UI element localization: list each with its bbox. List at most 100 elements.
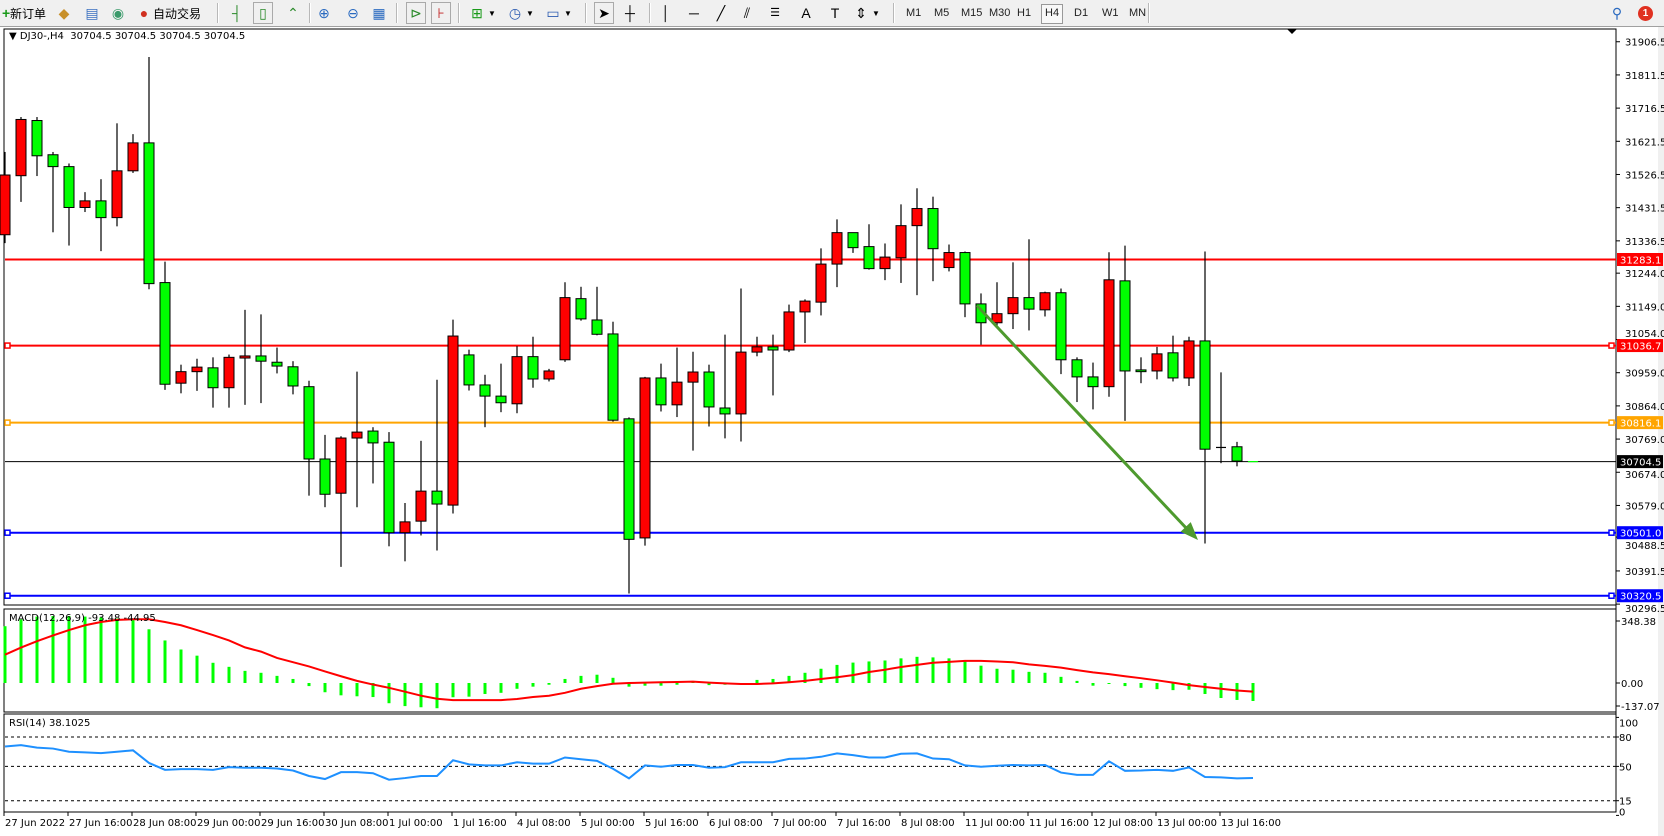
- candle[interactable]: [559, 297, 571, 361]
- chart-shift-button[interactable]: ⊦: [431, 2, 451, 24]
- candle[interactable]: [799, 300, 811, 313]
- timeframe-m30[interactable]: M30: [989, 7, 1011, 19]
- candle[interactable]: [367, 430, 379, 444]
- candle[interactable]: [671, 381, 683, 406]
- timeframe-d1[interactable]: D1: [1074, 7, 1089, 19]
- rsi-panel[interactable]: [3, 713, 1617, 813]
- candle[interactable]: [575, 298, 587, 320]
- candle[interactable]: [95, 200, 107, 219]
- candle[interactable]: [735, 351, 747, 415]
- candlestick-button[interactable]: ▯: [253, 2, 273, 24]
- candle[interactable]: [623, 418, 635, 540]
- candle[interactable]: [703, 371, 715, 408]
- line-anchor-handle[interactable]: [4, 592, 11, 599]
- search-button[interactable]: ⚲: [1608, 3, 1626, 23]
- candle[interactable]: [719, 407, 731, 415]
- line-anchor-handle[interactable]: [1608, 342, 1615, 349]
- candle[interactable]: [431, 490, 443, 505]
- timeframe-m1[interactable]: M1: [906, 7, 922, 19]
- candle[interactable]: [527, 356, 539, 380]
- candle[interactable]: [175, 371, 187, 384]
- timeframe-h4[interactable]: H4: [1041, 4, 1064, 24]
- candle[interactable]: [767, 346, 779, 351]
- timeframe-h1[interactable]: H1: [1017, 7, 1032, 19]
- candle[interactable]: [751, 346, 763, 353]
- candle[interactable]: [847, 232, 859, 249]
- line-chart-button[interactable]: ⌃: [284, 3, 302, 23]
- text-button[interactable]: A: [797, 3, 815, 23]
- candle[interactable]: [543, 370, 555, 380]
- line-anchor-handle[interactable]: [1608, 419, 1615, 426]
- candle[interactable]: [879, 256, 891, 270]
- candle[interactable]: [1119, 280, 1131, 372]
- candle[interactable]: [1087, 376, 1099, 388]
- candle[interactable]: [959, 252, 971, 305]
- candle[interactable]: [511, 356, 523, 405]
- candle[interactable]: [1039, 292, 1051, 311]
- vertical-line-button[interactable]: │: [657, 3, 675, 23]
- candle[interactable]: [447, 335, 459, 506]
- candle[interactable]: [815, 263, 827, 303]
- timeframe-w1[interactable]: W1: [1102, 7, 1119, 19]
- candle[interactable]: [655, 377, 667, 406]
- auto-scroll-button[interactable]: ⊳: [406, 2, 426, 24]
- candle[interactable]: [239, 355, 251, 359]
- candle[interactable]: [255, 355, 267, 362]
- zoom-out-button[interactable]: ⊖: [344, 3, 362, 23]
- chart-shift-marker-icon[interactable]: [1287, 29, 1297, 34]
- zoom-in-button[interactable]: ⊕: [315, 3, 333, 23]
- arrows-button[interactable]: ⇕ ▼: [852, 3, 880, 23]
- templates-button[interactable]: ▭ ▼: [544, 3, 572, 23]
- new-order-button[interactable]: + 新订单: [2, 3, 46, 23]
- candle[interactable]: [79, 200, 91, 208]
- metaeditor-button[interactable]: ◆: [55, 3, 73, 23]
- candle[interactable]: [463, 354, 475, 386]
- candle[interactable]: [47, 154, 59, 168]
- candle[interactable]: [1103, 279, 1115, 388]
- candle[interactable]: [415, 490, 427, 522]
- candle[interactable]: [303, 386, 315, 460]
- candle[interactable]: [223, 356, 235, 389]
- candle[interactable]: [687, 371, 699, 383]
- auto-trading-button[interactable]: ● 自动交易: [135, 3, 201, 23]
- timeframe-m5[interactable]: M5: [934, 7, 950, 19]
- candle[interactable]: [1071, 359, 1083, 378]
- candle[interactable]: [383, 441, 395, 534]
- candle[interactable]: [271, 361, 283, 367]
- candle[interactable]: [943, 252, 955, 269]
- line-anchor-handle[interactable]: [4, 529, 11, 536]
- timeframe-mn[interactable]: MN: [1129, 7, 1147, 19]
- candle[interactable]: [1135, 369, 1147, 373]
- candle[interactable]: [1007, 297, 1019, 315]
- candle[interactable]: [991, 313, 1003, 324]
- candle[interactable]: [591, 319, 603, 335]
- candle[interactable]: [191, 366, 203, 373]
- timeframe-m15[interactable]: M15: [961, 7, 983, 19]
- candle[interactable]: [495, 395, 507, 404]
- notifications-button[interactable]: 1: [1638, 3, 1653, 23]
- tile-windows-button[interactable]: ▦: [370, 3, 388, 23]
- candle[interactable]: [159, 282, 171, 385]
- candle[interactable]: [1151, 353, 1163, 372]
- bar-chart-button[interactable]: ┤: [228, 3, 246, 23]
- candle[interactable]: [399, 521, 411, 534]
- candle[interactable]: [1183, 340, 1195, 379]
- candle[interactable]: [783, 311, 795, 351]
- candle[interactable]: [143, 142, 155, 285]
- signals-button[interactable]: ◉: [109, 3, 127, 23]
- candle[interactable]: [895, 225, 907, 259]
- trend-arrow-line[interactable]: [975, 304, 1190, 532]
- market-watch-button[interactable]: ▤: [83, 3, 101, 23]
- candle[interactable]: [111, 170, 123, 219]
- candle[interactable]: [127, 142, 139, 172]
- indicators-button[interactable]: ⊞ ▼: [468, 3, 496, 23]
- periods-button[interactable]: ◷ ▼: [506, 3, 534, 23]
- candle[interactable]: [927, 208, 939, 250]
- horizontal-line-button[interactable]: ─: [685, 3, 703, 23]
- candle[interactable]: [1055, 292, 1067, 361]
- candle[interactable]: [0, 174, 11, 236]
- candle[interactable]: [207, 367, 219, 389]
- candle[interactable]: [831, 232, 843, 265]
- candle[interactable]: [1023, 297, 1035, 310]
